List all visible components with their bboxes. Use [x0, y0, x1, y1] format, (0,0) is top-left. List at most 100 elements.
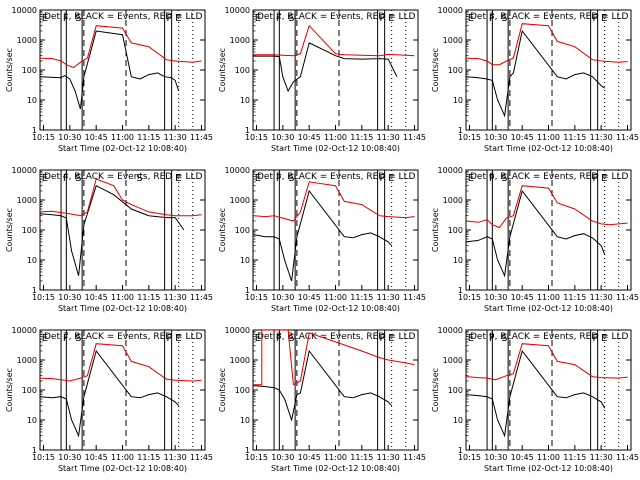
- x-tick-label: 11:45: [190, 293, 213, 302]
- x-tick-label: 10:15: [32, 133, 55, 142]
- y-axis-label: Counts/sec: [218, 48, 227, 92]
- y-tick-label: 1: [245, 126, 250, 135]
- x-tick-label: 10:45: [85, 133, 108, 142]
- flag-label: E: [255, 333, 261, 344]
- plot-frame: [465, 9, 632, 131]
- series-line-events: [253, 42, 398, 93]
- y-tick-label: 10: [453, 416, 463, 425]
- detector-panel-7: Det 7, BLACK = Events, RED = LLD 1 10 100 10…: [5, 326, 213, 473]
- panel-title: Det 6, BLACK = Events, RED = LLD: [470, 172, 629, 182]
- x-tick-label: 11:00: [537, 133, 560, 142]
- flag-label: F: [175, 173, 181, 184]
- detector-panel-2: Det 2, BLACK = Events, RED = LLD 1 10 100 10…: [218, 6, 426, 153]
- x-tick-label: 10:15: [458, 133, 481, 142]
- y-axis-label: Counts/sec: [5, 48, 14, 92]
- x-tick-label: 10:30: [271, 453, 294, 462]
- series-line-events: [466, 349, 606, 438]
- x-tick-label: 11:15: [137, 453, 160, 462]
- series-line-events: [40, 184, 185, 276]
- flag-label: S: [501, 13, 507, 24]
- flag-label: F: [489, 173, 495, 184]
- flag-label: F: [63, 13, 69, 24]
- x-tick-label: 10:45: [85, 453, 108, 462]
- y-tick-label: 1: [32, 446, 37, 455]
- flag-label: E: [255, 13, 261, 24]
- detector-panel-3: Det 3, BLACK = Events, RED = LLD 1 10 100 10…: [431, 6, 639, 153]
- flag-label: F: [592, 173, 598, 184]
- detector-panel-4: Det 4, BLACK = Events, RED = LLD 1 10 100 10…: [5, 166, 213, 313]
- x-tick-label: 10:45: [298, 453, 321, 462]
- flag-label: E: [255, 173, 261, 184]
- x-axis-label: Start Time (02-Oct-12 10:08:40): [58, 464, 187, 473]
- y-axis-label: Counts/sec: [218, 208, 227, 252]
- x-tick-label: 10:15: [32, 453, 55, 462]
- flag-label: E: [601, 13, 607, 24]
- y-tick-label: 1000: [443, 36, 463, 45]
- series-line-lld: [466, 23, 628, 66]
- flag-label: S: [75, 13, 81, 24]
- x-tick-label: 11:30: [377, 453, 400, 462]
- x-axis-label: Start Time (02-Oct-12 10:08:40): [58, 144, 187, 153]
- x-tick-label: 10:45: [511, 293, 534, 302]
- series-line-events: [466, 29, 605, 118]
- panel-title: Det 2, BLACK = Events, RED = LLD: [257, 12, 416, 22]
- y-tick-label: 10000: [12, 6, 37, 15]
- x-axis-label: Start Time (02-Oct-12 10:08:40): [484, 464, 613, 473]
- x-tick-label: 11:45: [616, 453, 639, 462]
- y-tick-label: 100: [448, 66, 463, 75]
- detector-panel-9: Det 9, BLACK = Events, RED = LLD 1 10 100 10…: [431, 326, 639, 473]
- x-tick-label: 11:15: [137, 293, 160, 302]
- y-axis-label: Counts/sec: [431, 208, 440, 252]
- x-tick-label: 11:30: [590, 293, 613, 302]
- x-tick-label: 10:45: [298, 293, 321, 302]
- flag-label: E: [175, 13, 181, 24]
- x-tick-label: 11:45: [190, 453, 213, 462]
- y-tick-label: 10: [27, 256, 37, 265]
- x-tick-label: 10:30: [271, 293, 294, 302]
- flag-label: F: [166, 13, 172, 24]
- x-tick-label: 11:15: [137, 133, 160, 142]
- y-axis-label: Counts/sec: [5, 368, 14, 412]
- flag-label: S: [136, 173, 142, 184]
- y-tick-label: 1000: [230, 196, 250, 205]
- panel-title: Det 1, BLACK = Events, RED = LLD: [44, 12, 203, 22]
- y-tick-label: 10: [240, 96, 250, 105]
- x-axis-label: Start Time (02-Oct-12 10:08:40): [484, 304, 613, 313]
- y-tick-label: 1: [458, 126, 463, 135]
- y-tick-label: 10: [27, 416, 37, 425]
- flag-label: E: [388, 333, 394, 344]
- x-tick-label: 10:30: [484, 133, 507, 142]
- x-tick-label: 10:30: [58, 133, 81, 142]
- y-tick-label: 10000: [12, 166, 37, 175]
- y-axis-label: Counts/sec: [218, 368, 227, 412]
- y-tick-label: 100: [448, 386, 463, 395]
- flag-label: E: [468, 13, 474, 24]
- plot-frame: [252, 169, 419, 291]
- y-tick-label: 1: [32, 286, 37, 295]
- flag-label: F: [166, 333, 172, 344]
- panel-title: Det 8, BLACK = Events, RED = LLD: [257, 332, 416, 342]
- x-tick-label: 11:30: [377, 133, 400, 142]
- flag-label: S: [288, 13, 294, 24]
- series-line-lld: [466, 343, 628, 381]
- flag-label: F: [592, 333, 598, 344]
- x-tick-label: 10:45: [511, 453, 534, 462]
- x-axis-label: Start Time (02-Oct-12 10:08:40): [271, 464, 400, 473]
- flag-label: F: [489, 13, 495, 24]
- flag-label: E: [42, 13, 48, 24]
- y-tick-label: 100: [22, 386, 37, 395]
- flag-label: F: [63, 173, 69, 184]
- plot-frame: [252, 329, 419, 451]
- x-tick-label: 11:45: [403, 453, 426, 462]
- y-tick-label: 1000: [17, 36, 37, 45]
- y-tick-label: 10: [453, 256, 463, 265]
- y-tick-label: 100: [235, 66, 250, 75]
- x-tick-label: 10:15: [245, 293, 268, 302]
- y-tick-label: 10: [27, 96, 37, 105]
- x-axis-label: Start Time (02-Oct-12 10:08:40): [271, 144, 400, 153]
- x-tick-label: 10:15: [245, 133, 268, 142]
- x-tick-label: 11:00: [111, 293, 134, 302]
- x-axis-label: Start Time (02-Oct-12 10:08:40): [271, 304, 400, 313]
- flag-label: F: [63, 333, 69, 344]
